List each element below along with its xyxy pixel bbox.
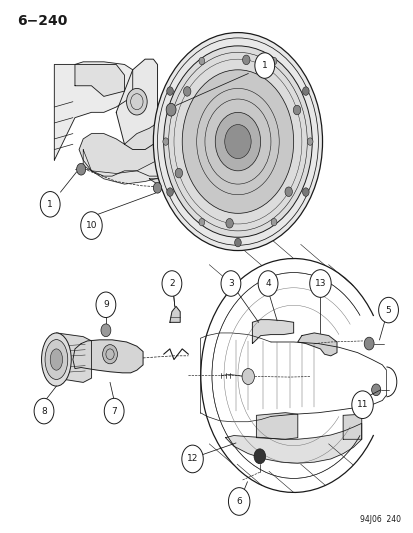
Circle shape (234, 238, 241, 247)
Circle shape (126, 88, 147, 115)
Circle shape (284, 187, 292, 197)
Circle shape (302, 87, 309, 95)
Circle shape (371, 384, 380, 395)
Text: 94J06  240: 94J06 240 (359, 515, 400, 524)
Circle shape (363, 337, 373, 350)
Circle shape (306, 138, 312, 146)
Circle shape (378, 297, 397, 323)
Circle shape (163, 46, 311, 237)
Circle shape (224, 125, 251, 159)
Circle shape (34, 398, 54, 424)
Circle shape (292, 105, 300, 115)
Circle shape (183, 87, 190, 96)
Circle shape (271, 57, 276, 64)
Ellipse shape (41, 333, 71, 386)
Circle shape (175, 168, 182, 178)
Circle shape (166, 188, 173, 196)
Circle shape (166, 87, 173, 95)
Text: 2: 2 (169, 279, 174, 288)
Circle shape (242, 368, 254, 384)
Polygon shape (342, 414, 361, 439)
Text: 6: 6 (236, 497, 242, 506)
Text: 11: 11 (356, 400, 368, 409)
Text: 6−240: 6−240 (17, 14, 67, 28)
Circle shape (40, 191, 60, 217)
Circle shape (181, 445, 203, 473)
Circle shape (166, 103, 176, 116)
Circle shape (271, 219, 276, 226)
Circle shape (258, 271, 277, 296)
Polygon shape (169, 306, 180, 322)
Text: 1: 1 (47, 200, 53, 209)
Circle shape (153, 182, 161, 193)
Circle shape (302, 188, 309, 196)
Text: 1: 1 (261, 61, 267, 70)
Circle shape (254, 53, 274, 78)
Polygon shape (54, 62, 133, 160)
Polygon shape (83, 150, 173, 184)
Circle shape (199, 57, 204, 64)
Text: 9: 9 (103, 300, 109, 309)
Polygon shape (256, 413, 297, 439)
Circle shape (76, 164, 85, 175)
Text: 8: 8 (41, 407, 47, 416)
Circle shape (161, 271, 181, 296)
Circle shape (182, 70, 293, 213)
Circle shape (101, 324, 111, 337)
Circle shape (81, 212, 102, 239)
Circle shape (228, 488, 249, 515)
Polygon shape (75, 64, 124, 96)
Text: 10: 10 (85, 221, 97, 230)
Circle shape (242, 55, 249, 64)
Polygon shape (79, 123, 173, 176)
Polygon shape (252, 320, 293, 344)
Text: 5: 5 (385, 305, 390, 314)
Circle shape (225, 219, 233, 228)
Polygon shape (149, 168, 206, 188)
Polygon shape (56, 333, 91, 382)
Circle shape (309, 270, 330, 297)
Polygon shape (297, 333, 336, 356)
Circle shape (153, 33, 322, 251)
Polygon shape (116, 59, 157, 150)
Text: 7: 7 (111, 407, 117, 416)
Circle shape (215, 112, 260, 171)
Circle shape (104, 398, 124, 424)
Polygon shape (73, 340, 143, 373)
Ellipse shape (50, 349, 62, 370)
Ellipse shape (45, 340, 68, 379)
Circle shape (162, 138, 168, 146)
Text: 13: 13 (314, 279, 325, 288)
Circle shape (351, 391, 373, 418)
Circle shape (102, 345, 117, 364)
Text: 3: 3 (228, 279, 233, 288)
Text: 12: 12 (186, 455, 198, 463)
Circle shape (96, 292, 116, 318)
Text: 4: 4 (265, 279, 270, 288)
Polygon shape (225, 423, 361, 463)
Circle shape (199, 219, 204, 226)
Circle shape (221, 271, 240, 296)
Circle shape (254, 449, 265, 464)
